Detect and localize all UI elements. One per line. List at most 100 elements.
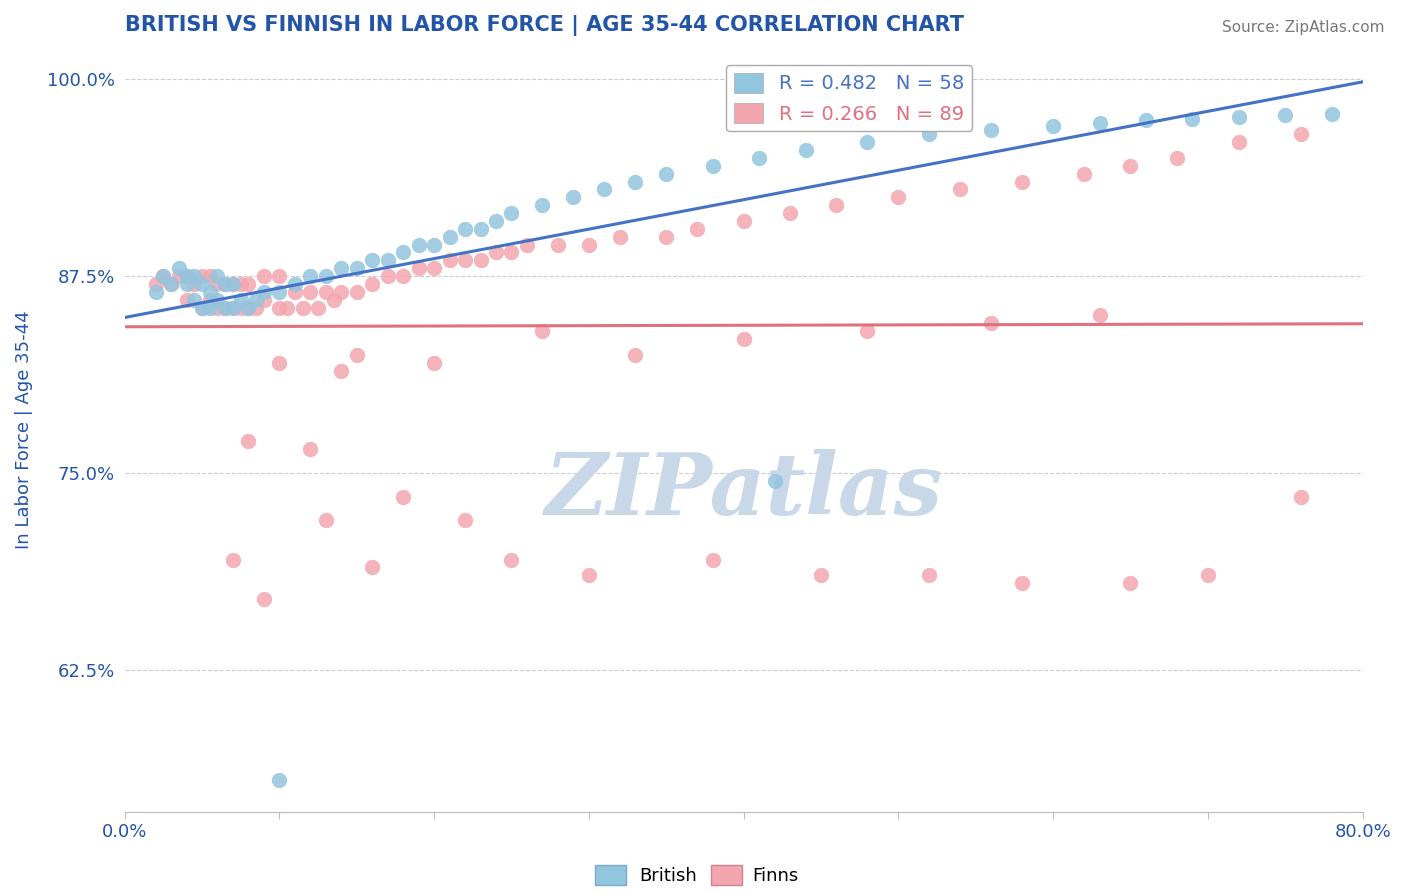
- Point: [655, 229, 678, 244]
- Point: [253, 293, 276, 307]
- Point: [307, 301, 329, 315]
- Point: [1227, 135, 1250, 149]
- Point: [160, 277, 183, 291]
- Point: [145, 277, 167, 291]
- Point: [191, 301, 214, 315]
- Point: [207, 293, 229, 307]
- Point: [856, 324, 879, 338]
- Point: [361, 253, 384, 268]
- Point: [423, 261, 446, 276]
- Point: [198, 301, 221, 315]
- Point: [485, 214, 508, 228]
- Point: [733, 332, 755, 346]
- Point: [1011, 175, 1033, 189]
- Point: [439, 229, 461, 244]
- Point: [222, 301, 245, 315]
- Point: [284, 277, 307, 291]
- Text: BRITISH VS FINNISH IN LABOR FORCE | AGE 35-44 CORRELATION CHART: BRITISH VS FINNISH IN LABOR FORCE | AGE …: [125, 15, 963, 36]
- Point: [1011, 576, 1033, 591]
- Point: [949, 182, 972, 196]
- Point: [1166, 151, 1188, 165]
- Point: [392, 490, 415, 504]
- Point: [918, 568, 941, 582]
- Point: [686, 221, 709, 235]
- Point: [825, 198, 848, 212]
- Point: [1197, 568, 1219, 582]
- Point: [454, 513, 477, 527]
- Point: [377, 253, 399, 268]
- Point: [238, 434, 260, 449]
- Point: [485, 245, 508, 260]
- Point: [198, 268, 221, 283]
- Point: [439, 253, 461, 268]
- Point: [207, 268, 229, 283]
- Point: [501, 206, 523, 220]
- Point: [322, 293, 344, 307]
- Point: [624, 348, 647, 362]
- Point: [214, 277, 236, 291]
- Point: [392, 268, 415, 283]
- Point: [779, 206, 801, 220]
- Point: [531, 198, 554, 212]
- Point: [702, 552, 724, 566]
- Point: [361, 560, 384, 574]
- Point: [1119, 576, 1142, 591]
- Point: [408, 261, 430, 276]
- Point: [531, 324, 554, 338]
- Point: [183, 293, 205, 307]
- Point: [291, 301, 314, 315]
- Point: [593, 182, 616, 196]
- Point: [229, 293, 252, 307]
- Point: [330, 285, 353, 299]
- Point: [160, 277, 183, 291]
- Point: [176, 293, 198, 307]
- Point: [547, 237, 569, 252]
- Point: [238, 277, 260, 291]
- Point: [1088, 116, 1111, 130]
- Point: [1042, 120, 1064, 134]
- Point: [269, 301, 291, 315]
- Text: Finns: Finns: [752, 867, 799, 885]
- Point: [918, 128, 941, 142]
- Point: [423, 356, 446, 370]
- Point: [269, 356, 291, 370]
- Point: [980, 122, 1002, 136]
- Point: [238, 301, 260, 315]
- Point: [183, 268, 205, 283]
- Point: [763, 474, 786, 488]
- Point: [315, 513, 337, 527]
- Point: [578, 237, 600, 252]
- Point: [222, 301, 245, 315]
- Point: [624, 175, 647, 189]
- Point: [191, 277, 214, 291]
- Point: [315, 285, 337, 299]
- Point: [269, 285, 291, 299]
- Point: [198, 293, 221, 307]
- Point: [145, 285, 167, 299]
- Point: [284, 285, 307, 299]
- Point: [167, 261, 190, 276]
- Legend: R = 0.482   N = 58, R = 0.266   N = 89: R = 0.482 N = 58, R = 0.266 N = 89: [725, 65, 972, 131]
- Point: [152, 268, 174, 283]
- Point: [501, 245, 523, 260]
- Point: [167, 268, 190, 283]
- Point: [702, 159, 724, 173]
- Point: [214, 301, 236, 315]
- Point: [501, 552, 523, 566]
- Point: [315, 268, 337, 283]
- Point: [1119, 159, 1142, 173]
- Point: [191, 301, 214, 315]
- Point: [222, 552, 245, 566]
- Point: [269, 268, 291, 283]
- Point: [1289, 128, 1312, 142]
- Point: [454, 221, 477, 235]
- Point: [229, 301, 252, 315]
- Point: [887, 190, 910, 204]
- Point: [207, 277, 229, 291]
- Point: [152, 268, 174, 283]
- Text: Source: ZipAtlas.com: Source: ZipAtlas.com: [1222, 20, 1385, 35]
- Point: [423, 237, 446, 252]
- Point: [176, 268, 198, 283]
- Point: [1088, 309, 1111, 323]
- Point: [222, 277, 245, 291]
